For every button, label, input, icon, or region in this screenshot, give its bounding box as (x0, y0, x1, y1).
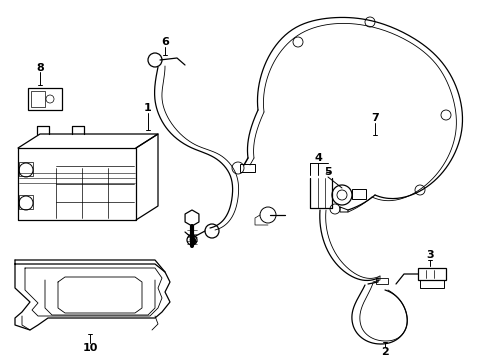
Text: 2: 2 (380, 347, 388, 357)
Bar (31, 91, 45, 107)
Bar (19, 195, 33, 209)
Text: 10: 10 (82, 343, 98, 353)
Bar (351, 189, 365, 199)
Bar (375, 278, 387, 284)
Bar (419, 280, 443, 288)
Text: 6: 6 (161, 37, 168, 47)
Text: 4: 4 (313, 153, 321, 163)
Text: 5: 5 (324, 167, 331, 177)
Bar (240, 164, 254, 172)
Bar (19, 162, 33, 176)
Text: 9: 9 (188, 237, 196, 247)
Bar (28, 88, 62, 110)
Text: 1: 1 (144, 103, 152, 113)
Text: 7: 7 (370, 113, 378, 123)
Text: 3: 3 (426, 250, 433, 260)
Bar (417, 268, 445, 280)
Text: 8: 8 (36, 63, 44, 73)
